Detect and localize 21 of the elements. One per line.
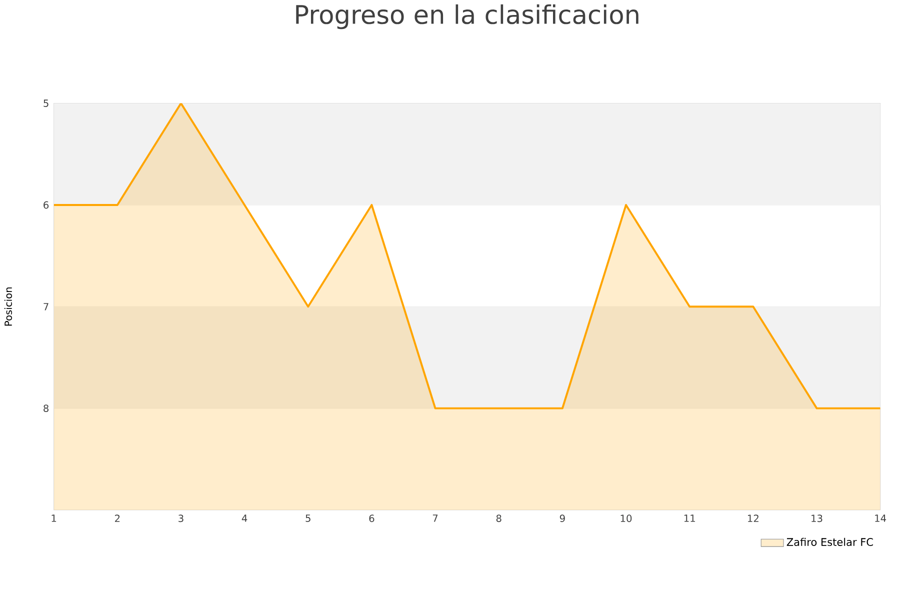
x-tick-label: 9 [560,514,565,522]
legend-label: Zafiro Estelar FC [786,538,873,546]
x-tick-label: 6 [369,514,374,522]
x-tick-label: 1 [52,514,56,522]
x-tick-label: 8 [496,514,502,522]
y-tick-label: 7 [44,302,48,310]
y-axis-title: Posicion [4,287,12,326]
y-tick-label: 5 [44,99,48,107]
x-tick-label: 12 [748,514,758,522]
x-tick-label: 3 [178,514,184,522]
y-tick-label: 6 [44,201,49,209]
y-tick-label: 8 [44,404,48,412]
chart-title: Progreso en la clasificacion [296,4,638,29]
x-tick-label: 7 [432,514,438,522]
x-tick-label: 10 [620,514,632,522]
x-tick-label: 14 [875,514,886,522]
x-tick-label: 13 [812,514,822,522]
x-tick-label: 11 [684,514,695,522]
x-tick-label: 5 [306,514,310,522]
x-tick-label: 4 [242,514,248,522]
x-tick-label: 2 [114,514,120,522]
